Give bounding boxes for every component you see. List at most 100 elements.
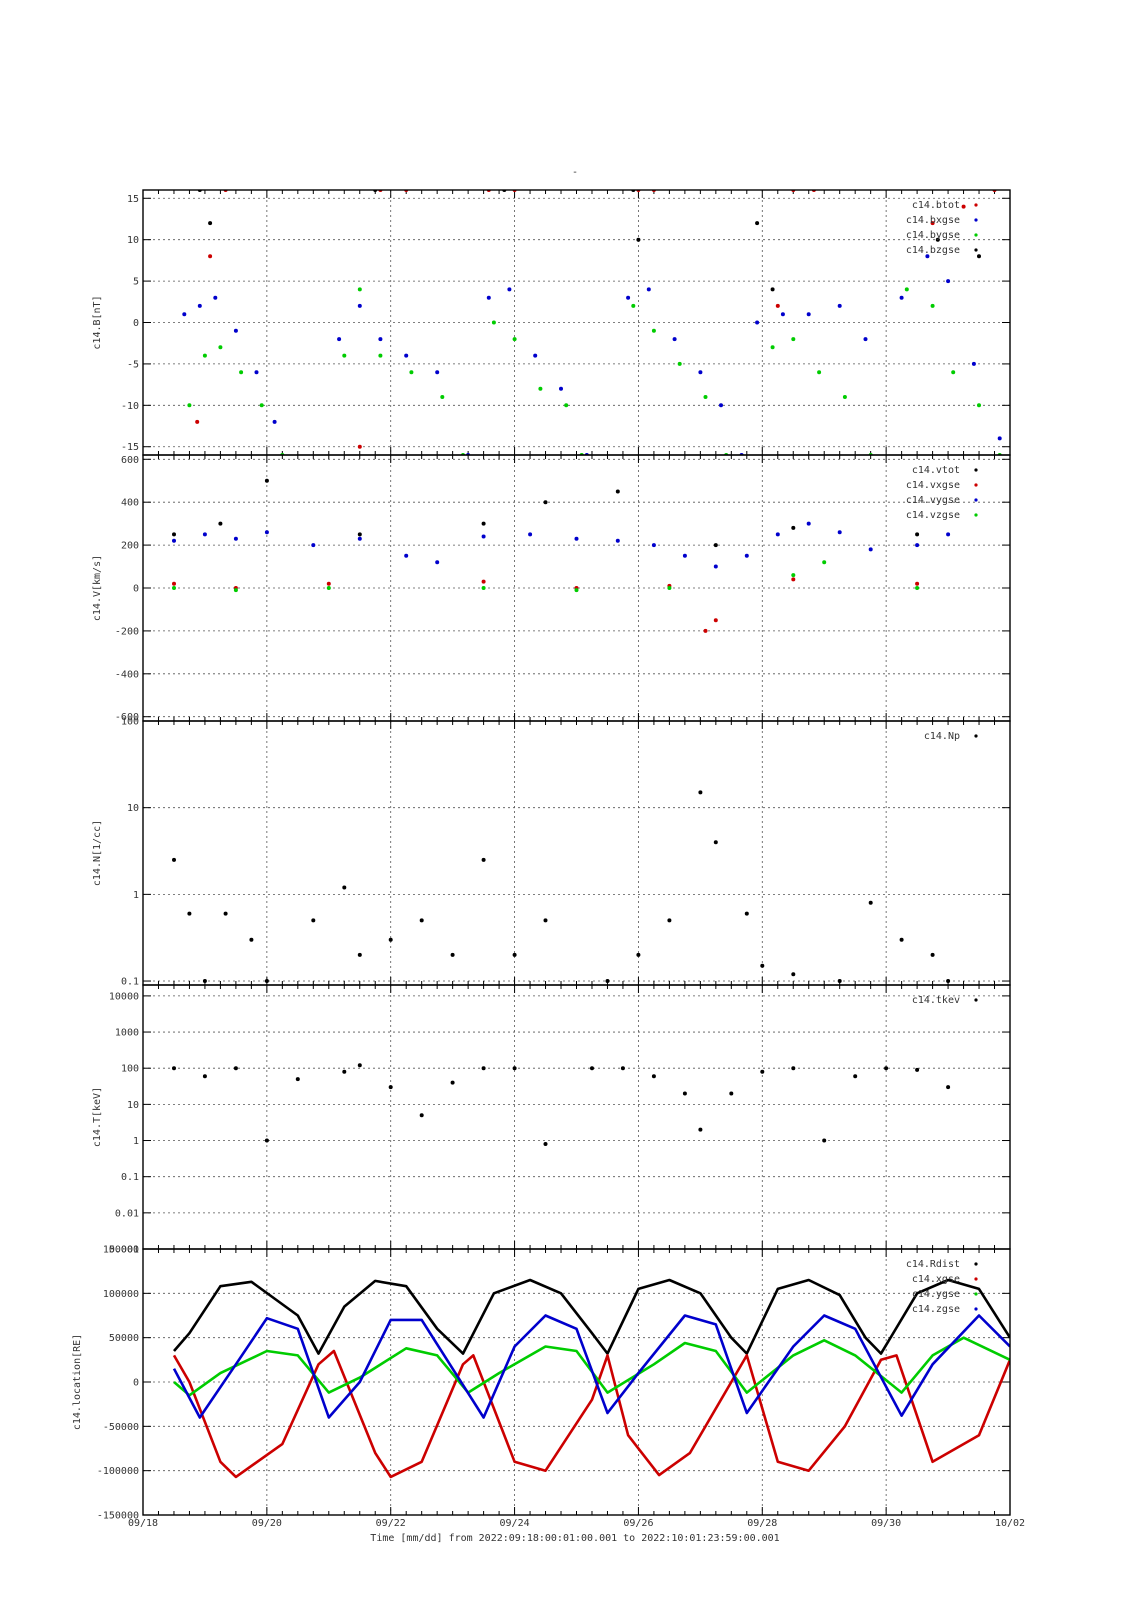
panel-frame (142, 984, 1011, 1250)
y-tick-label: 600 (121, 455, 139, 466)
data-point-c14.Np (698, 790, 703, 795)
legend-label: c14.zgse (912, 1304, 960, 1315)
data-point-c14.bxgse (533, 353, 538, 358)
data-point-c14.bxgse (357, 303, 362, 308)
panel-0: -15 -10 -5 0 5 10 15 c14.B[nT] c14.btot c14.bxgse… (92, 189, 1011, 456)
y-tick-label: 400 (121, 498, 139, 509)
data-point-c14.Np (837, 979, 842, 983)
data-point-c14.bxgse (780, 312, 785, 317)
data-point-c14.bxgse (233, 328, 238, 333)
data-point-c14.bygse (651, 328, 656, 333)
data-point-c14.vtot (791, 525, 796, 530)
data-point-c14.bygse (930, 303, 935, 308)
data-point-c14.bygse (791, 337, 796, 342)
data-point-c14.Np (481, 857, 486, 862)
y-tick-label: 1 (133, 1136, 139, 1147)
data-point-c14.Np (636, 952, 641, 957)
data-point-c14.tkev (651, 1074, 656, 1079)
data-point-c14.bygse (564, 403, 569, 408)
data-point-c14.bxgse (971, 361, 976, 366)
data-point-c14.Np (713, 840, 718, 845)
data-point-c14.bxgse (925, 254, 930, 259)
data-point-c14.bzgse (935, 237, 940, 242)
data-point-c14.tkev (791, 1066, 796, 1071)
data-point-c14.vygse (172, 538, 176, 543)
panel-3: 0.001 0.01 0.1 1 10 100 1000 10000 c14.T[keV] c14… (92, 984, 1011, 1256)
panel-frame (142, 1248, 1011, 1516)
data-point-c14.vtot (264, 478, 269, 483)
data-point-c14.vzgse (791, 573, 796, 578)
data-point-c14.tkev (682, 1091, 687, 1096)
data-point-c14.bygse (187, 403, 192, 408)
data-point-c14.bygse (357, 287, 362, 292)
data-point-c14.vzgse (326, 586, 331, 590)
legend-marker (974, 218, 978, 222)
y-tick-label: 10 (127, 1100, 139, 1111)
data-point-c14.tkev (233, 1066, 238, 1071)
data-point-c14.vzgse (233, 588, 238, 593)
data-point-c14.tkev (543, 1142, 548, 1146)
panel-frame (142, 720, 1011, 986)
data-point-c14.vygse (264, 530, 269, 535)
data-point-c14.vygse (868, 547, 873, 552)
data-point-c14.vtot (481, 521, 486, 526)
data-point-c14.vygse (357, 536, 362, 541)
data-point-c14.bygse (440, 395, 445, 399)
data-point-c14.bygse (239, 370, 244, 375)
legend-marker (974, 734, 978, 738)
data-point-c14.Np (223, 911, 228, 916)
legend-label: c14.vzgse (906, 510, 960, 521)
y-tick-label: 0 (133, 584, 139, 595)
y-tick-label: -15 (121, 442, 139, 453)
data-point-c14.tkev (915, 1067, 920, 1072)
data-point-c14.vygse (615, 538, 620, 543)
data-point-c14.bxgse (755, 320, 760, 325)
data-point-c14.bxgse (672, 337, 677, 342)
data-point-c14.bxgse (899, 295, 904, 300)
figure-title-mark: - (572, 167, 578, 178)
data-point-c14.Np (450, 952, 455, 957)
data-point-c14.vygse (528, 532, 533, 537)
data-point-c14.btot (208, 254, 213, 259)
data-point-c14.Np (264, 979, 269, 983)
data-point-c14.bygse (951, 370, 956, 375)
legend-label: c14.xgse (912, 1274, 960, 1285)
data-point-c14.bxgse (837, 303, 842, 308)
data-point-c14.bygse (677, 361, 682, 366)
panels-group: -15-10-5051015c14.B[nT]c14.btotc14.bxgse… (72, 189, 1011, 1522)
data-point-c14.bzgse (977, 254, 981, 259)
data-point-c14.tkev (946, 1085, 951, 1090)
y-axis-label: c14.N[1/cc] (92, 820, 103, 886)
data-point-c14.bxgse (337, 337, 342, 342)
data-point-c14.bygse (409, 370, 414, 375)
legend-label: c14.bzgse (906, 245, 960, 256)
data-point-c14.vygse (775, 532, 780, 537)
data-point-c14.Np (667, 918, 672, 923)
data-point-c14.Np (311, 918, 316, 923)
data-point-c14.bygse (259, 403, 264, 408)
data-point-c14.tkev (342, 1069, 347, 1074)
data-point-c14.tkev (853, 1074, 858, 1079)
data-point-c14.bzgse (208, 221, 213, 226)
data-point-c14.tkev (388, 1085, 393, 1090)
data-point-c14.vzgse (822, 560, 827, 565)
x-tick-label: 09/28 (747, 1518, 777, 1529)
data-point-c14.vxgse (172, 581, 176, 586)
y-tick-label: 200 (121, 541, 139, 552)
y-tick-label: 0.1 (121, 977, 139, 988)
legend-marker (974, 233, 978, 237)
data-point-c14.bygse (342, 353, 347, 358)
data-point-c14.vtot (713, 543, 718, 548)
y-tick-label: 10 (127, 235, 139, 246)
data-point-c14.bxgse (197, 303, 202, 308)
y-tick-label: -5 (127, 359, 139, 370)
data-point-c14.bxgse (946, 279, 951, 284)
y-tick-label: -150000 (97, 1511, 139, 1522)
plot-area (172, 790, 951, 983)
data-point-c14.vxgse (703, 628, 708, 633)
data-point-c14.vygse (744, 553, 749, 558)
y-tick-label: 15 (127, 194, 139, 205)
data-point-c14.bzgse (770, 287, 775, 292)
y-tick-label: 100 (121, 1064, 139, 1075)
data-point-c14.btot (357, 444, 362, 449)
